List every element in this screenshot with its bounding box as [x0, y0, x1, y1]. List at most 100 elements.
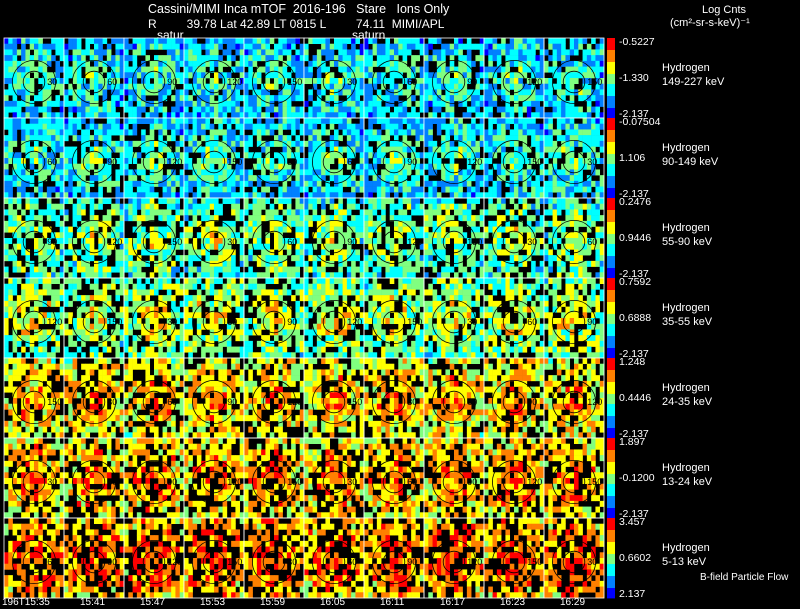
heatmap-cell	[539, 135, 545, 142]
heatmap-cell	[196, 129, 202, 136]
heatmap-cell	[106, 49, 112, 56]
heatmap-cell	[518, 226, 523, 233]
heatmap-cell	[218, 266, 223, 273]
heatmap-cell	[89, 118, 95, 125]
heatmap-cell	[42, 66, 48, 73]
heatmap-cell	[432, 72, 438, 79]
heatmap-cell	[4, 312, 9, 319]
heatmap-cell	[12, 78, 18, 85]
heatmap-cell	[548, 163, 553, 170]
heatmap-cell	[381, 198, 386, 205]
heatmap-cell	[205, 238, 211, 245]
heatmap-cell	[325, 106, 331, 113]
heatmap-cell	[582, 180, 588, 187]
heatmap-cell	[201, 215, 206, 222]
heatmap-cell	[231, 203, 236, 210]
heatmap-cell	[359, 266, 365, 273]
heatmap-cell	[274, 60, 279, 67]
heatmap-cell	[548, 220, 553, 227]
heatmap-cell	[505, 220, 511, 227]
heatmap-cell	[252, 43, 258, 50]
heatmap-cell	[8, 66, 13, 73]
heatmap-cell	[321, 249, 326, 256]
heatmap-cell	[239, 175, 245, 182]
heatmap-cell	[514, 118, 519, 125]
heatmap-cell	[582, 232, 588, 239]
colorbar-segment	[607, 192, 615, 195]
heatmap-cell	[64, 78, 69, 85]
heatmap-cell	[128, 198, 133, 205]
heatmap-cell	[398, 163, 403, 170]
heatmap-cell	[291, 78, 296, 85]
heatmap-cell	[454, 72, 459, 79]
heatmap-cell	[209, 140, 215, 147]
heatmap-cell	[586, 106, 592, 113]
heatmap-cell	[466, 95, 472, 102]
heatmap-cell	[25, 112, 31, 119]
heatmap-cell	[539, 198, 545, 205]
heatmap-cell	[209, 49, 215, 56]
heatmap-cell	[149, 198, 155, 205]
heatmap-cell	[239, 118, 245, 125]
heatmap-cell	[179, 78, 185, 85]
heatmap-cell	[526, 95, 532, 102]
heatmap-cell	[21, 335, 26, 342]
heatmap-cell	[16, 323, 22, 330]
heatmap-cell	[436, 163, 442, 170]
contour-line	[442, 150, 466, 174]
heatmap-cell	[398, 129, 403, 136]
heatmap-cell	[149, 43, 155, 50]
heatmap-cell	[85, 135, 91, 142]
heatmap-cell	[218, 95, 223, 102]
heatmap-cell	[398, 83, 403, 90]
heatmap-cell	[124, 238, 129, 245]
heatmap-cell	[162, 146, 168, 153]
heatmap-cell	[582, 60, 588, 67]
heatmap-cell	[556, 112, 562, 119]
heatmap-cell	[381, 192, 386, 199]
heatmap-cell	[192, 55, 198, 62]
heatmap-cell	[372, 106, 378, 113]
heatmap-cell	[64, 152, 69, 159]
heatmap-cell	[21, 175, 26, 182]
heatmap-cell	[239, 38, 245, 45]
heatmap-cell	[544, 232, 549, 239]
heatmap-cell	[496, 60, 502, 67]
heatmap-cell	[291, 169, 296, 176]
heatmap-cell	[34, 140, 39, 147]
heatmap-cell	[334, 60, 339, 67]
heatmap-cell	[16, 226, 22, 233]
heatmap-cell	[106, 198, 112, 205]
heatmap-cell	[278, 100, 283, 107]
heatmap-cell	[115, 169, 121, 176]
heatmap-cell	[398, 112, 403, 119]
heatmap-cell	[192, 255, 198, 262]
heatmap-cell	[162, 272, 168, 279]
heatmap-cell	[509, 106, 515, 113]
heatmap-cell	[501, 106, 506, 113]
heatmap-cell	[299, 260, 305, 267]
colorbar-segment	[607, 144, 615, 147]
heatmap-cell	[21, 95, 26, 102]
heatmap-cell	[398, 232, 403, 239]
heatmap-cell	[526, 220, 532, 227]
heatmap-cell	[278, 72, 283, 79]
heatmap-cell	[376, 100, 382, 107]
heatmap-cell	[278, 43, 283, 50]
heatmap-cell	[458, 60, 463, 67]
heatmap-cell	[102, 175, 108, 182]
heatmap-cell	[338, 249, 343, 256]
heatmap-cell	[158, 169, 163, 176]
heatmap-cell	[449, 203, 455, 210]
heatmap-cell	[252, 209, 258, 216]
heatmap-cell	[98, 60, 103, 67]
heatmap-cell	[34, 278, 39, 285]
heatmap-cell	[565, 203, 571, 210]
heatmap-cell	[42, 89, 48, 96]
heatmap-cell	[12, 260, 18, 267]
heatmap-cell	[124, 260, 129, 267]
heatmap-cell	[574, 243, 579, 250]
heatmap-cell	[364, 226, 369, 233]
heatmap-cell	[278, 175, 283, 182]
heatmap-cell	[565, 66, 571, 73]
